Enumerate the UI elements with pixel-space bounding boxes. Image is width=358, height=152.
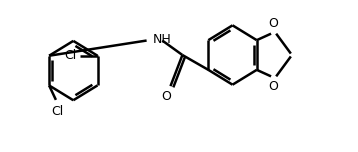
Text: O: O: [161, 90, 171, 103]
Text: O: O: [268, 17, 278, 30]
Text: Cl: Cl: [52, 105, 64, 118]
Text: Cl: Cl: [64, 49, 76, 62]
Text: NH: NH: [153, 33, 171, 46]
Text: O: O: [268, 80, 278, 93]
